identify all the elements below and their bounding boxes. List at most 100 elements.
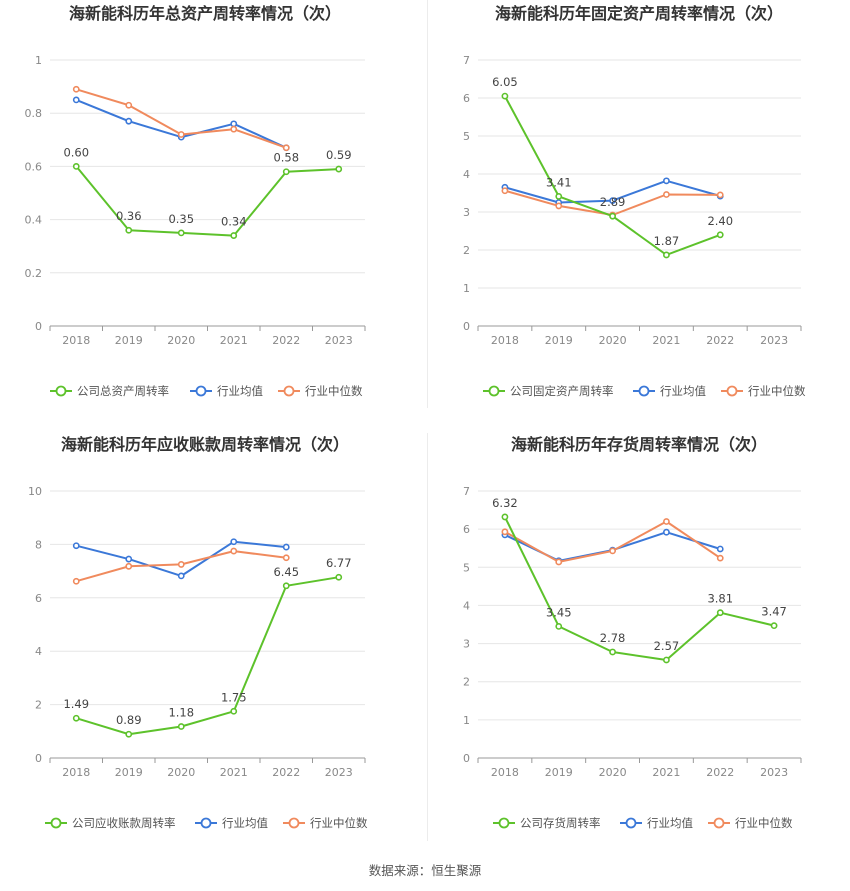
y-tick-label: 3 xyxy=(463,638,470,651)
legend-label: 行业中位数 xyxy=(748,384,806,398)
data-point xyxy=(716,609,724,617)
y-tick-label: 7 xyxy=(463,485,470,498)
data-point xyxy=(230,120,238,128)
data-point xyxy=(716,545,724,553)
data-label: 1.75 xyxy=(221,690,247,704)
data-point xyxy=(125,562,133,570)
y-tick-label: 0 xyxy=(463,752,470,765)
x-tick-label: 2023 xyxy=(760,334,788,347)
x-tick-label: 2022 xyxy=(272,766,300,779)
data-label: 0.59 xyxy=(326,148,352,162)
data-point xyxy=(716,191,724,199)
x-tick-label: 2019 xyxy=(115,334,143,347)
data-point xyxy=(72,542,80,550)
legend-label: 公司总资产周转率 xyxy=(77,384,169,398)
data-point xyxy=(282,144,290,152)
data-label: 3.47 xyxy=(761,605,787,619)
data-label: 0.60 xyxy=(63,145,89,159)
data-label: 6.45 xyxy=(273,565,299,579)
data-label: 2.78 xyxy=(600,631,626,645)
y-tick-label: 8 xyxy=(35,538,42,551)
y-tick-label: 1 xyxy=(35,54,42,67)
y-tick-label: 0 xyxy=(35,752,42,765)
data-point xyxy=(501,528,509,536)
data-label: 1.87 xyxy=(654,234,680,248)
data-point xyxy=(72,162,80,170)
legend-marker xyxy=(625,817,637,829)
y-tick-label: 2 xyxy=(35,699,42,712)
legend-marker xyxy=(498,817,510,829)
legend-marker xyxy=(195,385,207,397)
y-tick-label: 0 xyxy=(35,320,42,333)
legend-marker xyxy=(283,385,295,397)
data-point xyxy=(72,714,80,722)
legend-marker xyxy=(713,817,725,829)
data-point xyxy=(72,85,80,93)
chart-inventory-turnover: 海新能科历年存货周转率情况（次） 0 1 2 3 4 5 6 7 2018 2019 2020 2021… xyxy=(428,430,850,850)
data-label: 3.45 xyxy=(546,605,572,619)
data-point xyxy=(230,547,238,555)
data-point xyxy=(770,622,778,630)
x-tick-label: 2018 xyxy=(491,334,519,347)
data-point xyxy=(177,723,185,730)
data-label: 0.36 xyxy=(116,209,142,223)
series-line xyxy=(504,520,721,563)
x-tick-label: 2023 xyxy=(325,334,353,347)
x-tick-label: 2019 xyxy=(545,766,573,779)
data-point xyxy=(663,251,670,259)
data-label: 0.89 xyxy=(116,713,142,727)
chart-total-asset-turnover: 海新能科历年总资产周转率情况（次） 0 0.2 0.4 0.6 0.8 1 2018 2019 2… xyxy=(0,0,425,420)
data-point xyxy=(72,577,80,585)
data-point xyxy=(125,730,133,738)
legend-label: 公司应收账款周转率 xyxy=(72,816,176,830)
data-point xyxy=(282,554,290,562)
data-label: 1.49 xyxy=(63,697,89,711)
data-point xyxy=(555,623,563,630)
data-point xyxy=(555,202,563,210)
data-point xyxy=(230,125,238,133)
x-tick-label: 2020 xyxy=(599,334,627,347)
data-point xyxy=(230,232,238,239)
legend-marker xyxy=(55,385,67,397)
y-tick-label: 5 xyxy=(463,130,470,143)
legend-label: 行业中位数 xyxy=(310,816,368,830)
x-tick-label: 2020 xyxy=(167,766,195,779)
x-tick-label: 2022 xyxy=(272,334,300,347)
data-point xyxy=(501,92,509,100)
chart-svg: 海新能科历年存货周转率情况（次） 0 1 2 3 4 5 6 7 2018 2019 2020 2021… xyxy=(463,435,802,830)
series-line xyxy=(75,98,287,149)
y-tick-label: 4 xyxy=(463,168,470,181)
data-point xyxy=(177,561,185,568)
y-tick-label: 7 xyxy=(463,54,470,67)
data-point xyxy=(282,168,290,176)
data-point xyxy=(230,538,238,546)
data-point xyxy=(335,573,343,581)
data-point xyxy=(663,177,670,185)
series-line xyxy=(76,540,287,577)
data-point xyxy=(282,582,290,590)
y-tick-label: 0 xyxy=(463,320,470,333)
legend-label: 行业均值 xyxy=(217,384,263,398)
chart-title: 海新能科历年总资产周转率情况（次） xyxy=(69,4,341,23)
data-point xyxy=(555,193,563,200)
data-point xyxy=(501,513,509,521)
data-label: 3.81 xyxy=(707,592,733,606)
x-tick-label: 2023 xyxy=(760,766,788,779)
x-tick-label: 2018 xyxy=(491,766,519,779)
data-label: 0.58 xyxy=(273,151,299,165)
legend-label: 公司固定资产周转率 xyxy=(510,384,614,398)
x-tick-label: 2023 xyxy=(325,766,353,779)
chart-title: 海新能科历年固定资产周转率情况（次） xyxy=(495,4,783,23)
data-point xyxy=(663,191,670,198)
data-label: 6.77 xyxy=(326,556,352,570)
data-point xyxy=(609,197,616,204)
chart-title: 海新能科历年存货周转率情况（次） xyxy=(511,435,767,454)
legend-marker xyxy=(638,385,650,397)
data-point xyxy=(125,226,133,234)
data-label: 6.05 xyxy=(492,75,518,89)
y-tick-label: 0.2 xyxy=(25,267,43,280)
x-tick-label: 2021 xyxy=(220,334,248,347)
y-tick-label: 1 xyxy=(463,714,470,727)
series-line xyxy=(75,165,339,237)
x-tick-label: 2019 xyxy=(545,334,573,347)
